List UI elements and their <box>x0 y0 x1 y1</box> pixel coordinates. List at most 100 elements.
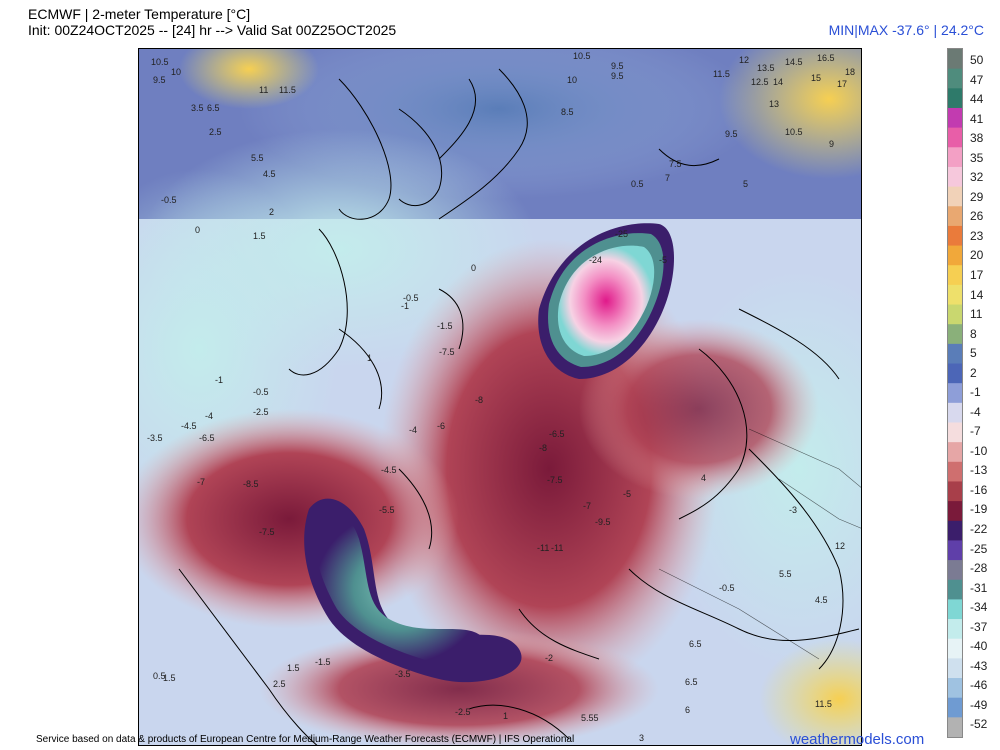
temp-annotation: 10 <box>567 75 578 85</box>
temp-annotation: 10.5 <box>151 57 169 67</box>
color-scale-swatch <box>948 579 962 600</box>
color-scale-label: -49 <box>970 697 988 712</box>
chart-title: ECMWF | 2-meter Temperature [°C] <box>28 6 251 22</box>
temp-annotation: 11.5 <box>279 85 296 95</box>
color-scale-swatch <box>948 442 962 463</box>
temp-annotation: 11.5 <box>815 699 832 709</box>
color-scale-label: -19 <box>970 502 988 517</box>
temp-annotation: 9.5 <box>611 71 624 81</box>
color-scale-label: -10 <box>970 443 988 458</box>
temp-annotation: -9.5 <box>595 517 611 527</box>
temp-annotation: -4 <box>205 411 214 421</box>
color-scale-label: 8 <box>970 326 977 341</box>
temp-annotation: -6.5 <box>549 429 565 439</box>
temp-annotation: 12 <box>739 55 750 65</box>
temp-annotation: -7.5 <box>259 527 275 537</box>
color-scale-label: 47 <box>970 72 984 87</box>
temp-annotation: -1 <box>401 301 410 311</box>
temp-annotation: -2 <box>545 653 554 663</box>
temp-annotation: -8.5 <box>243 479 259 489</box>
temp-annotation: 17 <box>837 79 848 89</box>
temp-annotation: 10.5 <box>785 127 803 137</box>
map-field <box>139 49 861 745</box>
temp-annotation: 0 <box>471 263 477 273</box>
color-scale-swatch <box>948 383 962 404</box>
color-scale-label: 23 <box>970 228 984 243</box>
temp-annotation: 9.5 <box>611 61 624 71</box>
temp-annotation: 6 <box>685 705 691 715</box>
temp-annotation: -11 <box>537 543 550 553</box>
temp-annotation: -0.5 <box>403 293 419 303</box>
temp-annotation: -3.5 <box>147 433 163 443</box>
color-scale-label: 14 <box>970 287 984 302</box>
color-scale-swatch <box>948 461 962 482</box>
temp-annotation: 0 <box>195 225 201 235</box>
temp-annotation: 8.5 <box>561 107 574 117</box>
temp-annotation: 7 <box>665 173 671 183</box>
temp-annotation: -24 <box>589 255 603 265</box>
temp-annotation: 10 <box>171 67 182 77</box>
color-scale-swatch <box>948 717 962 738</box>
temp-annotation: 12 <box>835 541 846 551</box>
temp-annotation: 15 <box>811 73 822 83</box>
temp-annotation: -4.5 <box>381 465 397 475</box>
temp-annotation: 1.5 <box>287 663 300 673</box>
temp-annotation: 9.5 <box>153 75 166 85</box>
color-scale-swatch <box>948 186 962 207</box>
temp-annotation: -5.5 <box>379 505 395 515</box>
color-scale-swatch <box>948 678 962 699</box>
temp-annotation: 4 <box>701 473 707 483</box>
color-scale-swatch <box>948 225 962 247</box>
color-scale-label: -37 <box>970 619 988 634</box>
temp-annotation: 2.5 <box>209 127 222 137</box>
temp-annotation: -2.5 <box>253 407 269 417</box>
temp-annotation: -6.5 <box>199 433 215 443</box>
color-scale-swatch <box>948 127 962 148</box>
color-scale-label: 44 <box>970 92 984 107</box>
color-scale-label: -16 <box>970 482 988 497</box>
temp-annotation: -25 <box>615 229 629 239</box>
temp-annotation: -2.5 <box>455 707 471 717</box>
temp-annotation: -1 <box>215 375 224 385</box>
temp-annotation: -3 <box>789 505 798 515</box>
temp-annotation: -0.5 <box>253 387 269 397</box>
init-valid-line: Init: 00Z24OCT2025 -- [24] hr --> Valid … <box>28 22 397 38</box>
color-scale-swatch <box>948 166 962 188</box>
color-scale-swatch <box>948 324 962 345</box>
color-scale-label: 2 <box>970 365 977 380</box>
temp-annotation: 3.5 <box>191 103 204 113</box>
temp-annotation: -5 <box>659 255 668 265</box>
color-scale-swatch <box>948 363 962 384</box>
temp-annotation: 14 <box>773 77 784 87</box>
temp-annotation: 18 <box>845 67 856 77</box>
color-scale-swatch <box>948 304 962 325</box>
temp-annotation: 13 <box>769 99 780 109</box>
temp-annotation: -7.5 <box>439 347 455 357</box>
color-scale-swatch <box>948 658 962 679</box>
color-scale-label: 5 <box>970 346 977 361</box>
color-scale-swatch <box>948 265 962 286</box>
color-scale-swatch <box>948 599 962 620</box>
color-scale-label: 11 <box>970 307 983 322</box>
temp-annotation: 5.5 <box>779 569 792 579</box>
temp-annotation: 1 <box>503 711 509 721</box>
color-scale-swatch <box>948 422 962 443</box>
temp-annotation: -11 <box>551 543 564 553</box>
temp-annotation: -0.5 <box>719 583 735 593</box>
temp-annotation: 3 <box>639 733 645 743</box>
color-scale-label: -28 <box>970 561 988 576</box>
color-scale-swatch <box>948 68 962 89</box>
color-scale-label: 41 <box>970 111 984 126</box>
color-scale-label: -34 <box>970 600 988 615</box>
color-scale-label: 50 <box>970 53 984 67</box>
color-scale-swatch <box>948 147 962 168</box>
color-scale-label: 35 <box>970 150 984 165</box>
color-scale-label: -25 <box>970 541 988 556</box>
brand-link[interactable]: weathermodels.com <box>790 731 925 748</box>
temp-annotation: 6.5 <box>207 103 220 113</box>
temp-annotation: 2 <box>269 207 275 217</box>
color-scale-swatch <box>948 619 962 640</box>
temp-annotation: -5 <box>623 489 632 499</box>
temp-annotation: 5.5 <box>251 153 264 163</box>
temp-annotation: 1 <box>367 353 373 363</box>
